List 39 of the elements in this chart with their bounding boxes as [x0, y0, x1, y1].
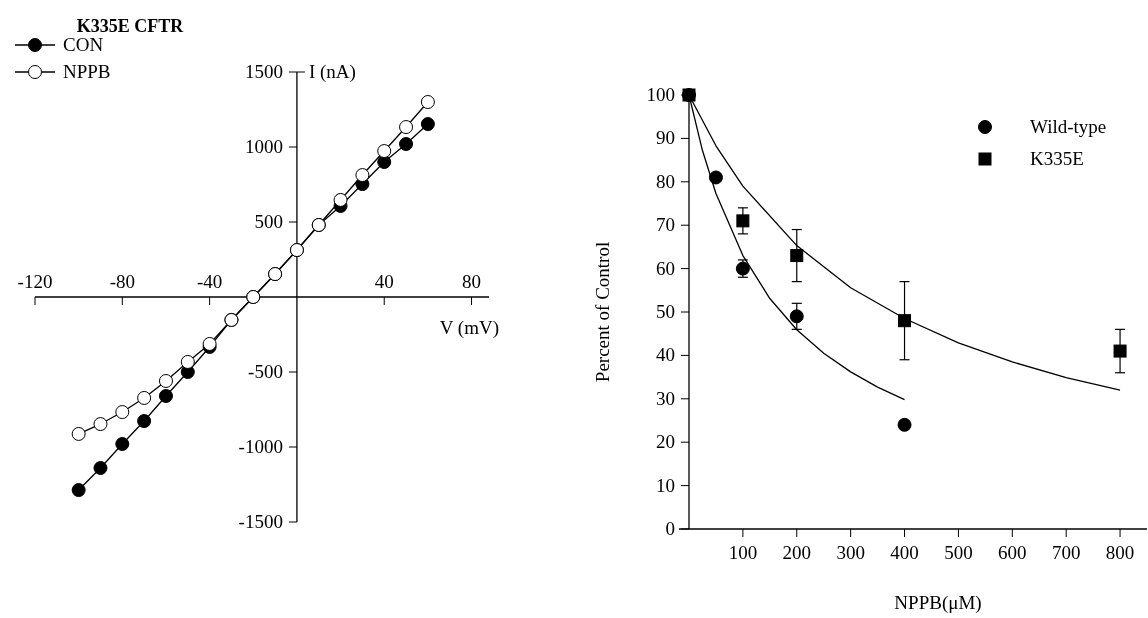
x-tick-label: 700	[1051, 542, 1081, 563]
x-tick-label: 40	[374, 271, 394, 292]
y-tick-label: 20	[656, 431, 675, 453]
x-axis-title: NPPB(μM)	[894, 592, 982, 614]
x-tick-label: -120	[17, 271, 53, 292]
y-tick-label: 50	[656, 301, 675, 322]
y-axis-title: Percent of Control	[592, 241, 613, 383]
y-tick-label: 30	[656, 387, 675, 409]
x-axis-title: V (mV)	[439, 317, 499, 339]
x-tick-label: 800	[1105, 542, 1135, 563]
y-tick-label: 70	[656, 214, 675, 236]
legend-label: CON	[63, 34, 104, 55]
y-tick-label: 1000	[244, 136, 283, 157]
x-tick-label: 600	[998, 542, 1027, 563]
legend-label: Wild-type	[1030, 116, 1107, 137]
y-tick-label: 40	[656, 344, 675, 366]
x-tick-label: -40	[196, 271, 223, 292]
legend-label: K335E	[1030, 148, 1084, 169]
y-tick-label: 80	[656, 170, 675, 192]
x-tick-label: 400	[890, 542, 919, 563]
y-tick-label: 10	[656, 474, 675, 496]
y-axis-title: I (nA)	[308, 61, 356, 83]
y-tick-label: -500	[248, 361, 283, 382]
y-tick-label: 100	[646, 84, 675, 105]
chart-title: K335E CFTR	[76, 16, 185, 36]
y-tick-label: 60	[656, 257, 675, 279]
y-tick-label: -1500	[238, 511, 283, 532]
y-tick-label: -1000	[238, 436, 283, 457]
x-tick-label: 80	[462, 271, 482, 292]
y-tick-label: 500	[254, 211, 283, 232]
x-tick-label: 200	[782, 542, 812, 563]
x-tick-label: 300	[836, 542, 865, 563]
y-tick-label: 1500	[244, 61, 283, 82]
x-tick-label: 500	[944, 542, 973, 563]
y-tick-label: 90	[656, 127, 675, 149]
x-tick-label: 100	[728, 542, 758, 563]
x-tick-label: -80	[109, 271, 135, 292]
y-tick-label: 0	[665, 518, 675, 539]
legend-label: NPPB	[63, 61, 111, 82]
